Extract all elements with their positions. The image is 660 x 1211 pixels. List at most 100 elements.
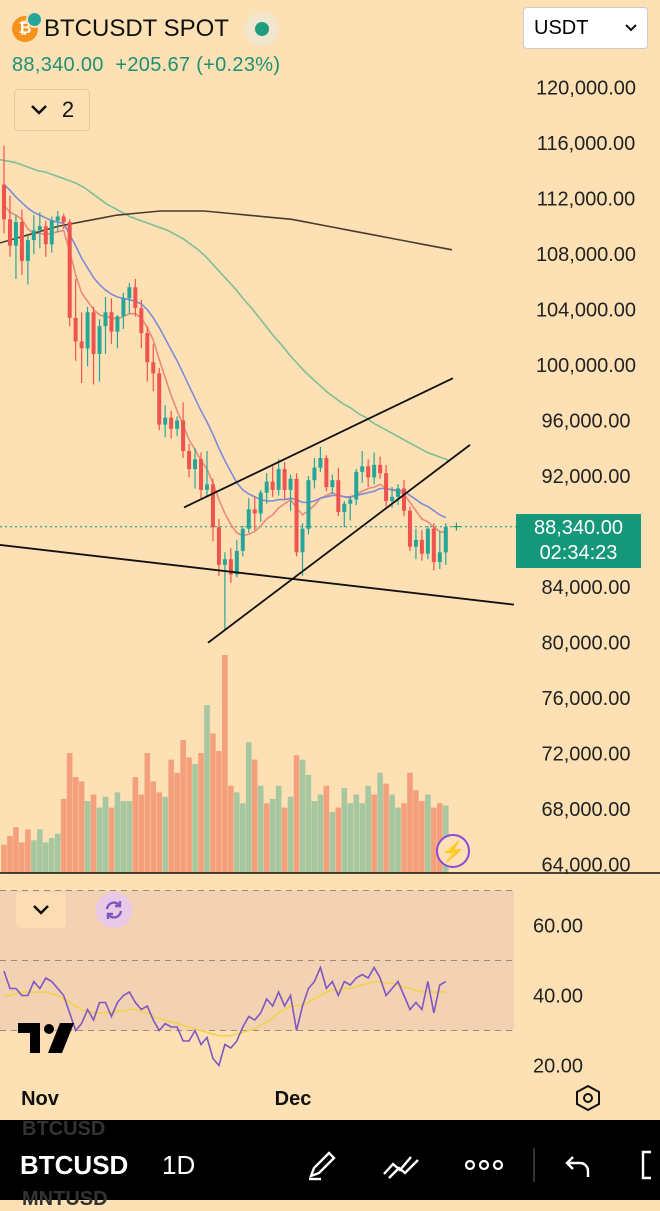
volume-bar xyxy=(42,842,49,873)
volume-bar xyxy=(395,807,401,873)
candle-body xyxy=(79,341,84,349)
volume-bar xyxy=(25,829,31,873)
candle-body xyxy=(175,420,180,429)
lightning-icon[interactable]: ⚡ xyxy=(436,834,470,868)
volume-bar xyxy=(425,794,431,873)
volume-bar xyxy=(150,781,157,873)
candle-body xyxy=(330,480,335,488)
volume-bar xyxy=(281,807,288,873)
last-price-tag: 88,340.00 02:34:23 xyxy=(516,514,641,568)
candle-body xyxy=(91,312,96,354)
price-axis-label: 76,000.00 xyxy=(542,688,631,710)
candle-body xyxy=(240,528,245,551)
symbol-title[interactable]: BTCUSDT SPOT xyxy=(44,15,229,42)
toolbar-symbol-button[interactable]: BTCUSD xyxy=(20,1150,129,1180)
drawing-tools-icon[interactable] xyxy=(379,1143,423,1187)
volume-bar xyxy=(204,705,210,873)
candle-body xyxy=(121,298,126,317)
more-icon[interactable] xyxy=(462,1143,506,1187)
rsi-axis-label: 20.00 xyxy=(533,1056,583,1078)
volume-bar xyxy=(413,790,419,873)
candle-body xyxy=(109,312,114,332)
volume-bar xyxy=(48,838,55,873)
volume-bar xyxy=(383,783,389,873)
volume-bar xyxy=(377,772,383,873)
candle-body xyxy=(13,222,18,246)
indicator-toggle-button[interactable]: 2 xyxy=(14,89,90,131)
x-axis-label-dec: Dec xyxy=(275,1088,312,1110)
settings-hexagon-icon[interactable] xyxy=(572,1082,604,1114)
candle-body xyxy=(67,222,72,318)
candle-body xyxy=(187,451,192,470)
ma-blue-line xyxy=(3,184,447,519)
volume-bar xyxy=(311,801,318,873)
volume-bar xyxy=(359,803,365,873)
volume-bar xyxy=(180,740,186,873)
volume-bar xyxy=(419,801,425,873)
candle-body xyxy=(49,220,54,245)
candle-body xyxy=(193,459,198,470)
candle-body xyxy=(276,469,281,490)
candle-body xyxy=(37,226,42,231)
volume-bar xyxy=(168,759,174,873)
toolbar-interval-button[interactable]: 1D xyxy=(162,1150,196,1180)
candle-body xyxy=(151,362,156,374)
volume-bar xyxy=(371,794,377,873)
candle-body xyxy=(216,527,221,565)
candle-body xyxy=(103,312,108,327)
candle-body xyxy=(31,230,36,241)
undo-icon[interactable] xyxy=(556,1143,600,1187)
volume-bar xyxy=(7,835,13,873)
rsi-collapse-button[interactable] xyxy=(16,892,66,928)
volume-bar xyxy=(245,742,252,873)
candle-body xyxy=(336,480,341,513)
volume-bar xyxy=(293,755,300,873)
volume-bar xyxy=(407,772,413,873)
volume-bar xyxy=(365,785,371,873)
currency-select[interactable]: USDT xyxy=(523,7,648,49)
candle-body xyxy=(294,478,299,553)
pen-icon[interactable] xyxy=(300,1143,344,1187)
refresh-icon[interactable] xyxy=(96,892,132,928)
currency-value: USDT xyxy=(534,16,589,39)
price-axis-label: 84,000.00 xyxy=(542,577,631,599)
candle-body xyxy=(73,317,78,342)
candle-body xyxy=(264,481,269,493)
volume-bar xyxy=(144,753,151,873)
x-axis-label-nov: Nov xyxy=(21,1088,60,1110)
candle-body xyxy=(312,467,317,481)
volume-bar xyxy=(263,803,270,873)
live-indicator-icon[interactable] xyxy=(244,12,279,46)
price-axis-label: 68,000.00 xyxy=(542,799,631,821)
candle-body xyxy=(97,326,102,354)
price-axis-label: 120,000.00 xyxy=(536,78,636,100)
candle-body xyxy=(419,539,424,554)
candle-body xyxy=(228,559,233,575)
candle-body xyxy=(425,528,430,554)
candle-body xyxy=(378,464,383,474)
fullscreen-icon[interactable] xyxy=(630,1143,660,1187)
candle-body xyxy=(139,308,144,334)
ghost-symbol-above: BTCUSD xyxy=(22,1118,106,1140)
price-axis-label: 72,000.00 xyxy=(542,744,631,766)
candle-body xyxy=(372,464,377,478)
candle-body xyxy=(396,488,401,497)
volume-bar xyxy=(90,794,97,873)
volume-bar xyxy=(84,801,91,873)
volume-bar xyxy=(132,777,139,873)
candle-body xyxy=(282,469,287,490)
chevron-down-icon xyxy=(30,105,47,115)
volume-bar xyxy=(120,801,127,873)
candle-body xyxy=(407,510,412,547)
volume-bar xyxy=(431,807,437,873)
candle-body xyxy=(324,457,329,488)
volume-bar xyxy=(102,796,109,873)
chevron-down-icon xyxy=(625,24,637,32)
volume-bar xyxy=(108,807,115,873)
volume-bar xyxy=(347,803,354,873)
price-axis-label: 108,000.00 xyxy=(536,244,636,266)
candle-body xyxy=(443,526,448,553)
chart-header: ₿ BTCUSDT SPOT 88,340.00 +205.67 (+0.23%… xyxy=(12,11,280,77)
ma-green-line xyxy=(0,158,451,462)
